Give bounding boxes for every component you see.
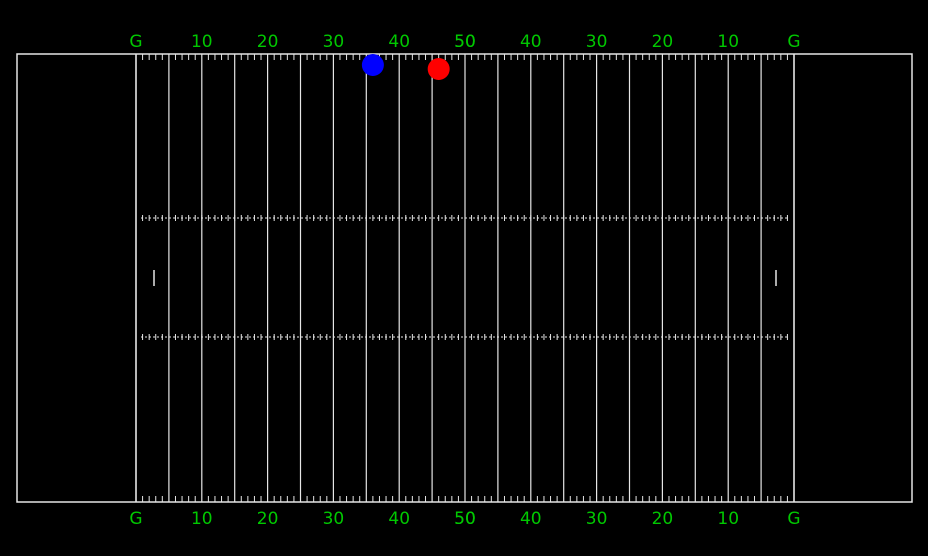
yard-label-bottom: 50: [454, 509, 476, 529]
yard-label-top: 40: [520, 32, 542, 52]
yard-label-bottom: 40: [520, 509, 542, 529]
yard-label-bottom: 20: [652, 509, 674, 529]
yard-label-top: 40: [388, 32, 410, 52]
yard-label-bottom: G: [787, 509, 800, 529]
yard-label-top: 20: [257, 32, 279, 52]
yard-label-bottom: 40: [388, 509, 410, 529]
yard-label-top: 30: [586, 32, 608, 52]
player-markers: [361, 54, 450, 80]
yard-label-top: 20: [652, 32, 674, 52]
yard-label-bottom: 50: [454, 509, 476, 529]
yard-label-bottom: 30: [586, 509, 608, 529]
yard-label-bottom: 10: [717, 509, 739, 529]
yard-label-top: 30: [323, 32, 345, 52]
blue-player-marker: [361, 54, 384, 76]
yard-label-top: 50: [454, 32, 476, 52]
yard-label-bottom: 10: [191, 509, 213, 529]
yard-label-top: 50: [454, 32, 476, 52]
yard-label-bottom: G: [129, 509, 142, 529]
yard-label-top: G: [787, 32, 800, 52]
yard-label-bottom: 20: [257, 509, 279, 529]
yard-label-top: 10: [191, 32, 213, 52]
yard-label-bottom: 30: [323, 509, 345, 529]
field-lines: [16, 53, 913, 503]
yard-label-top: G: [129, 32, 142, 52]
red-player-marker: [427, 58, 450, 80]
yard-label-top: 10: [717, 32, 739, 52]
